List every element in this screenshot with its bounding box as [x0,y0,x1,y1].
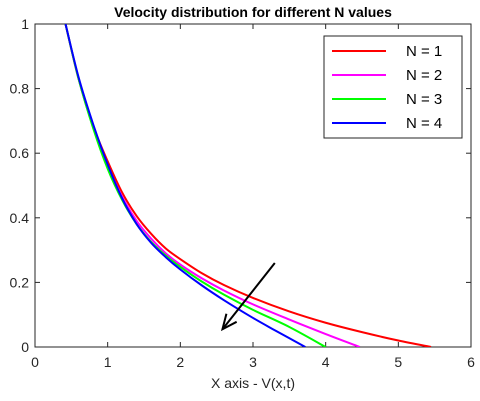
x-axis-ticks: 0 1 2 3 4 5 6 [31,24,475,370]
x-tick-label: 3 [249,354,257,370]
y-tick-label: 1 [21,16,29,32]
series-lines [64,24,432,347]
legend-label: N = 4 [406,115,442,132]
legend: N = 1 N = 2 N = 3 N = 4 [323,35,463,139]
annotation-arrow-head [220,313,238,332]
y-tick-label: 0.4 [10,210,30,226]
x-tick-label: 1 [104,354,112,370]
legend-label: N = 3 [406,91,442,108]
x-tick-label: 6 [467,354,475,370]
legend-label: N = 1 [406,43,442,60]
y-axis-ticks: 0 0.2 0.4 0.6 0.8 1 [10,16,471,355]
y-tick-label: 0 [21,339,29,355]
x-tick-label: 4 [322,354,330,370]
series-line-n4 [64,24,306,347]
legend-box [323,35,463,139]
chart-title: Velocity distribution for different N va… [114,4,392,20]
y-tick-label: 0.8 [10,81,30,97]
x-tick-label: 2 [176,354,184,370]
x-tick-label: 5 [394,354,402,370]
x-axis-label: X axis - V(x,t) [211,375,295,391]
annotations [220,262,276,332]
y-tick-label: 0.2 [10,274,30,290]
y-tick-label: 0.6 [10,145,30,161]
x-tick-label: 0 [31,354,39,370]
legend-label: N = 2 [406,67,442,84]
annotation-arrow-shaft [221,262,276,330]
